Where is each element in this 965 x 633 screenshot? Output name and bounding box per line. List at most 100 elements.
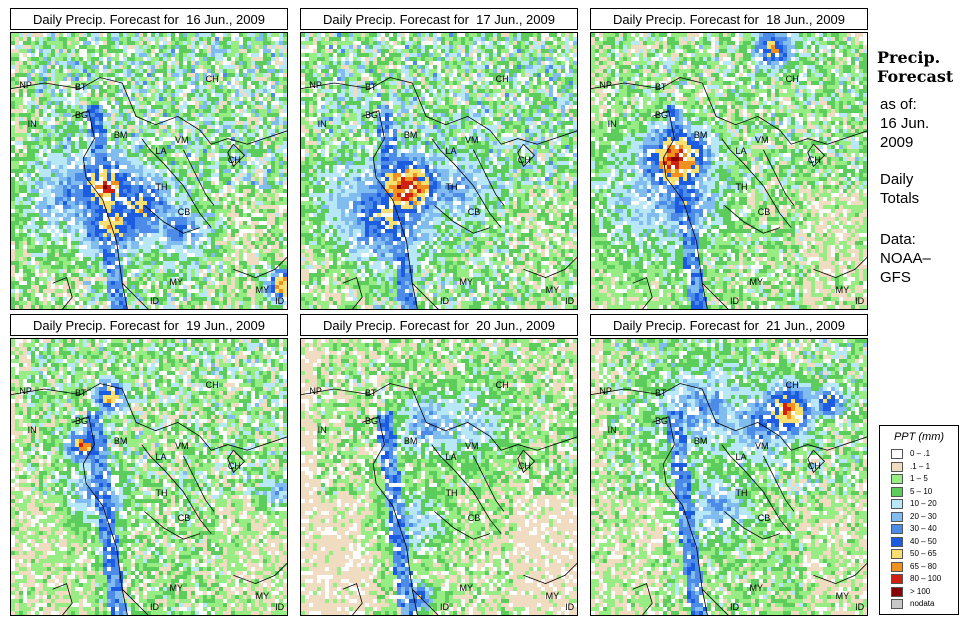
- precip-cell: [75, 101, 79, 105]
- precip-cell: [207, 289, 211, 293]
- precip-cell: [219, 205, 223, 209]
- precip-cell: [131, 161, 135, 165]
- precip-cell: [119, 189, 123, 193]
- precip-cell: [103, 133, 107, 137]
- precip-cell: [219, 233, 223, 237]
- precip-cell: [123, 77, 127, 81]
- precip-cell: [83, 113, 87, 117]
- precip-cell: [115, 285, 119, 289]
- precip-cell: [227, 225, 231, 229]
- precip-cell: [175, 145, 179, 149]
- precip-cell: [143, 193, 147, 197]
- precip-cell: [107, 97, 111, 101]
- precip-cell: [219, 137, 223, 141]
- precip-cell: [263, 193, 267, 197]
- precip-cell: [39, 245, 43, 249]
- precip-cell: [275, 225, 279, 229]
- precip-cell: [51, 33, 55, 37]
- precip-cell: [287, 61, 288, 65]
- precip-cell: [103, 137, 107, 141]
- precip-cell: [155, 165, 159, 169]
- precip-cell: [87, 161, 91, 165]
- precip-cell: [123, 273, 127, 277]
- precip-cell: [75, 149, 79, 153]
- precip-cell: [55, 289, 59, 293]
- precip-cell: [393, 53, 397, 57]
- precip-cell: [151, 205, 155, 209]
- precip-cell: [91, 93, 95, 97]
- precip-cell: [329, 37, 333, 41]
- precip-cell: [71, 65, 75, 69]
- precip-cell: [275, 261, 279, 265]
- precip-cell: [207, 297, 211, 301]
- precip-cell: [95, 161, 99, 165]
- precip-cell: [235, 241, 239, 245]
- precip-cell: [163, 273, 167, 277]
- precip-cell: [251, 257, 255, 261]
- precip-cell: [187, 109, 191, 113]
- precip-cell: [549, 57, 553, 61]
- precip-cell: [223, 157, 227, 161]
- precip-cell: [203, 261, 207, 265]
- precip-cell: [179, 229, 183, 233]
- precip-cell: [11, 213, 15, 217]
- precip-cell: [223, 41, 227, 45]
- precip-cell: [95, 141, 99, 145]
- precip-cell: [51, 265, 55, 269]
- precip-cell: [195, 277, 199, 281]
- precip-cell: [27, 177, 31, 181]
- precip-cell: [23, 117, 27, 121]
- precip-cell: [549, 77, 553, 81]
- precip-cell: [91, 57, 95, 61]
- precip-cell: [231, 213, 235, 217]
- precip-cell: [325, 65, 329, 69]
- precip-cell: [433, 49, 437, 53]
- precip-cell: [115, 149, 119, 153]
- precip-cell: [23, 185, 27, 189]
- precip-cell: [151, 81, 155, 85]
- precip-cell: [115, 133, 119, 137]
- precip-cell: [239, 105, 243, 109]
- precip-cell: [489, 73, 493, 77]
- precip-cell: [353, 45, 357, 49]
- precip-cell: [187, 117, 191, 121]
- precip-cell: [131, 209, 135, 213]
- precip-cell: [127, 189, 131, 193]
- precip-cell: [35, 213, 39, 217]
- precip-cell: [341, 53, 345, 57]
- precip-cell: [107, 193, 111, 197]
- precip-cell: [139, 269, 143, 273]
- precip-cell: [79, 73, 83, 77]
- precip-cell: [55, 173, 59, 177]
- precip-cell: [19, 97, 23, 101]
- precip-cell: [127, 157, 131, 161]
- precip-cell: [23, 221, 27, 225]
- precip-cell: [569, 33, 573, 37]
- precip-cell: [131, 93, 135, 97]
- precip-cell: [223, 117, 227, 121]
- precip-cell: [143, 33, 147, 37]
- precip-cell: [115, 49, 119, 53]
- precip-cell: [123, 137, 127, 141]
- precip-cell: [279, 141, 283, 145]
- precip-cell: [247, 253, 251, 257]
- precip-cell: [275, 205, 279, 209]
- precip-cell: [35, 149, 39, 153]
- precip-cell: [159, 197, 163, 201]
- precip-cell: [255, 109, 259, 113]
- precip-cell: [377, 41, 381, 45]
- precip-cell: [51, 169, 55, 173]
- precip-cell: [27, 293, 31, 297]
- precip-cell: [151, 261, 155, 265]
- precip-cell: [23, 169, 27, 173]
- precip-cell: [251, 297, 255, 301]
- precip-cell: [79, 97, 83, 101]
- precip-cell: [15, 305, 19, 309]
- precip-cell: [99, 37, 103, 41]
- precip-cell: [175, 281, 179, 285]
- precip-cell: [259, 289, 263, 293]
- precip-cell: [159, 261, 163, 265]
- precip-cell: [247, 49, 251, 53]
- precip-cell: [219, 133, 223, 137]
- precip-cell: [31, 189, 35, 193]
